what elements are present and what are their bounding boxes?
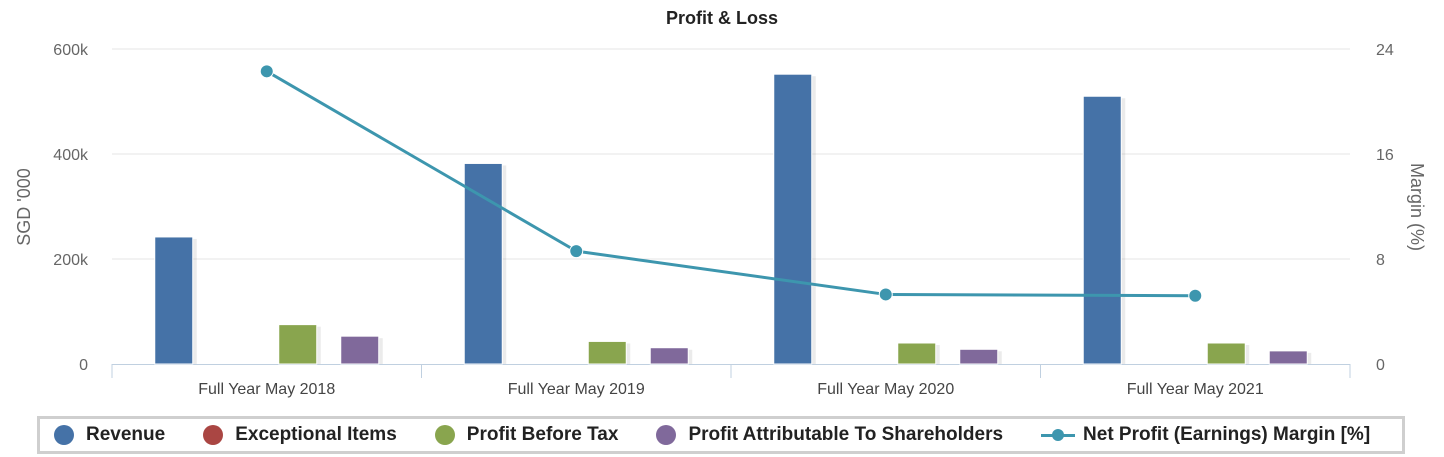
legend-label: Profit Attributable To Shareholders bbox=[688, 424, 1004, 445]
y-left-tick-label: 600k bbox=[53, 42, 89, 59]
legend-label: Exceptional Items bbox=[235, 424, 397, 445]
legend-marker-profit-attributable bbox=[656, 425, 677, 445]
chart-title: Profit & Loss bbox=[666, 8, 778, 28]
x-tick-label: Full Year May 2021 bbox=[1127, 381, 1264, 398]
legend-marker-profit-before-tax bbox=[434, 425, 455, 445]
legend-label: Net Profit (Earnings) Margin [%] bbox=[1083, 424, 1371, 445]
x-tick-label: Full Year May 2019 bbox=[508, 381, 645, 398]
legend-label: Profit Before Tax bbox=[466, 424, 619, 445]
legend-marker-net-profit-margin bbox=[1041, 425, 1076, 445]
y-axis-left-label: SGD '000 bbox=[14, 168, 34, 245]
bar[interactable] bbox=[1082, 95, 1122, 365]
y-left-tick-label: 400k bbox=[53, 147, 89, 164]
bar[interactable] bbox=[463, 162, 503, 365]
y-left-tick-label: 200k bbox=[53, 252, 89, 269]
legend-item-profit-attributable[interactable]: Profit Attributable To Shareholders bbox=[656, 424, 1003, 446]
y-left-tick-label: 0 bbox=[79, 357, 88, 374]
y-right-tick-label: 0 bbox=[1376, 357, 1385, 374]
bar[interactable] bbox=[897, 342, 937, 365]
bar-series bbox=[154, 73, 1312, 365]
y-right-tick-label: 24 bbox=[1376, 42, 1394, 59]
legend-item-profit-before-tax[interactable]: Profit Before Tax bbox=[434, 424, 619, 446]
x-axis: Full Year May 2018 Full Year May 2019 Full… bbox=[111, 364, 1351, 398]
legend-item-exceptional-items[interactable]: Exceptional Items bbox=[203, 424, 397, 446]
y-axis-left: 0 200k 400k 600k bbox=[53, 42, 89, 374]
bar[interactable] bbox=[959, 348, 999, 365]
legend-item-revenue[interactable]: Revenue bbox=[54, 424, 165, 446]
gridlines bbox=[112, 48, 1350, 260]
bar[interactable] bbox=[154, 236, 194, 365]
legend-item-net-profit-margin[interactable]: Net Profit (Earnings) Margin [%] bbox=[1041, 424, 1370, 446]
x-tick-label: Full Year May 2018 bbox=[198, 381, 335, 398]
line-point[interactable] bbox=[878, 287, 893, 302]
bar[interactable] bbox=[340, 335, 380, 365]
bar[interactable] bbox=[1206, 342, 1246, 365]
margin-line bbox=[265, 70, 1196, 298]
bar[interactable] bbox=[1268, 350, 1308, 365]
margin-line-series bbox=[259, 64, 1203, 303]
y-axis-right-label: Margin (%) bbox=[1407, 163, 1427, 251]
legend-marker-revenue bbox=[54, 425, 74, 445]
legend-marker-exceptional-items bbox=[203, 425, 224, 445]
bar[interactable] bbox=[587, 340, 627, 365]
y-axis-right: 0 8 16 24 bbox=[1376, 42, 1394, 374]
bar[interactable] bbox=[773, 73, 813, 365]
line-point[interactable] bbox=[1188, 288, 1203, 303]
legend-label: Revenue bbox=[86, 424, 166, 445]
bar[interactable] bbox=[649, 347, 689, 365]
legend: Revenue Exceptional Items Profit Before … bbox=[37, 416, 1405, 454]
x-tick-label: Full Year May 2020 bbox=[817, 381, 954, 398]
line-point[interactable] bbox=[259, 64, 274, 79]
bar[interactable] bbox=[278, 324, 318, 365]
y-right-tick-label: 16 bbox=[1376, 147, 1394, 164]
line-point[interactable] bbox=[569, 244, 584, 259]
y-right-tick-label: 8 bbox=[1376, 252, 1385, 269]
